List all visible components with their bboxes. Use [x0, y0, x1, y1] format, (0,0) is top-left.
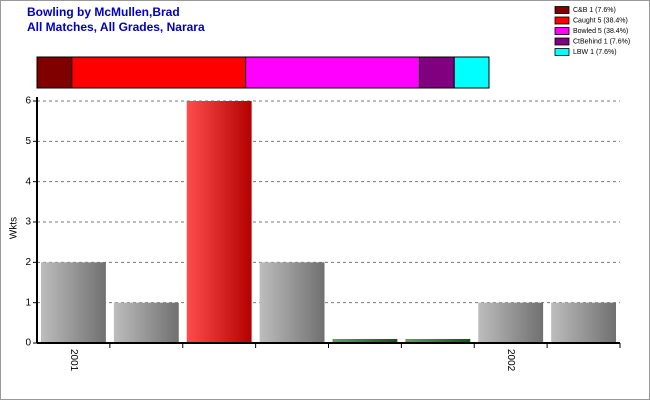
- x-tick-label: 2002: [505, 349, 516, 372]
- chart-title: Bowling by McMullen,Brad: [27, 5, 180, 19]
- legend-swatch: [554, 16, 570, 25]
- y-tick-label: 0: [25, 338, 31, 349]
- bar: [186, 101, 252, 343]
- legend-swatch: [554, 48, 570, 56]
- dismissal-segment: [418, 56, 455, 89]
- y-tick-label: 6: [25, 96, 31, 107]
- y-tick-label: 1: [25, 297, 31, 308]
- legend-label: C&B 1 (7.6%): [573, 7, 616, 14]
- bar: [332, 338, 398, 343]
- legend-swatch: [554, 27, 570, 35]
- legend-label: Caught 5 (38.4%): [573, 17, 628, 24]
- legend-label: LBW 1 (7.6%): [573, 49, 617, 56]
- y-tick-label: 4: [25, 176, 31, 187]
- y-tick-label: 3: [25, 217, 31, 228]
- x-tick-label: 2001: [68, 349, 79, 372]
- bar: [113, 302, 179, 343]
- bar: [478, 302, 544, 343]
- legend-label: Bowled 5 (38.4%): [573, 28, 628, 35]
- dismissal-segment: [36, 56, 73, 89]
- bar: [41, 262, 106, 343]
- legend-label: CtBehind 1 (7.6%): [573, 38, 630, 45]
- y-tick-label: 2: [25, 257, 31, 268]
- legend-swatch: [554, 37, 570, 46]
- bar: [259, 262, 325, 343]
- dismissal-segment: [71, 56, 247, 89]
- chart-subtitle: All Matches, All Grades, Narara: [27, 20, 205, 34]
- bar: [405, 338, 471, 343]
- dismissal-segment: [453, 56, 490, 89]
- dismissal-segment: [245, 56, 420, 89]
- y-axis-label: Wkts: [9, 217, 20, 239]
- legend-swatch: [554, 6, 570, 14]
- y-tick-label: 5: [25, 136, 31, 147]
- bar: [551, 302, 616, 343]
